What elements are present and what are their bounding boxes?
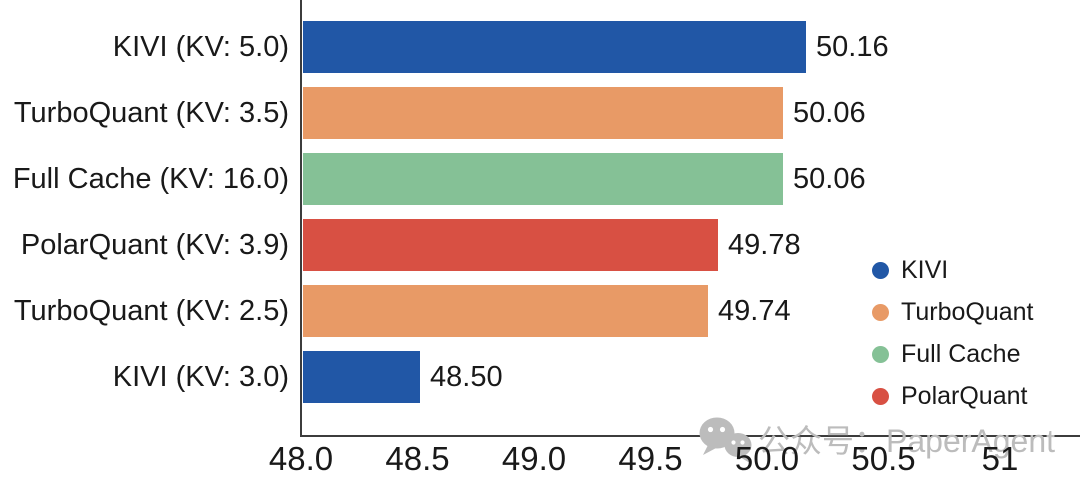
legend-dot-icon: [872, 387, 889, 405]
category-label: KIVI (KV: 5.0): [112, 31, 289, 63]
value-label: 49.74: [718, 295, 791, 327]
x-tick-label: 49.0: [501, 440, 567, 477]
legend-dot-icon: [872, 261, 889, 279]
legend-item: TurboQuant: [872, 291, 1033, 333]
legend-item: Full Cache: [872, 333, 1033, 375]
value-label: 49.78: [728, 229, 801, 261]
legend-dot-icon: [872, 345, 889, 363]
bar-full-cache-2: [303, 153, 783, 205]
legend-dot-icon: [872, 303, 889, 321]
x-tick-label: 50.0: [734, 440, 800, 477]
x-tick-label: 50.5: [851, 440, 916, 477]
legend: KIVI TurboQuant Full Cache PolarQuant: [872, 249, 1033, 417]
bar-turboquant-1: [303, 87, 783, 139]
bar-kivi-5: [303, 351, 420, 403]
x-tick-label: 48.0: [268, 440, 334, 477]
category-label: TurboQuant (KV: 3.5): [13, 97, 289, 129]
legend-label: Full Cache: [901, 339, 1021, 368]
x-axis-line: [300, 435, 1080, 437]
x-tick-label: 49.5: [618, 440, 683, 477]
x-tick-label: 48.5: [385, 440, 450, 477]
value-label: 50.06: [793, 97, 866, 129]
bar-kivi-0: [303, 21, 806, 73]
legend-label: TurboQuant: [901, 297, 1034, 326]
value-label: 50.06: [793, 163, 866, 195]
bar-turboquant-4: [303, 285, 708, 337]
value-label: 50.16: [816, 31, 889, 63]
legend-label: PolarQuant: [901, 381, 1028, 410]
legend-item: PolarQuant: [872, 375, 1033, 417]
category-label: TurboQuant (KV: 2.5): [13, 295, 289, 327]
legend-label: KIVI: [901, 255, 949, 284]
category-label: PolarQuant (KV: 3.9): [20, 229, 289, 261]
x-tick-label: 51: [981, 440, 1019, 477]
legend-item: KIVI: [872, 249, 1033, 291]
category-label: KIVI (KV: 3.0): [112, 361, 289, 393]
category-label: Full Cache (KV: 16.0): [12, 163, 289, 195]
y-axis-line: [300, 0, 302, 437]
bar-polarquant-3: [303, 219, 718, 271]
value-label: 48.50: [430, 361, 503, 393]
